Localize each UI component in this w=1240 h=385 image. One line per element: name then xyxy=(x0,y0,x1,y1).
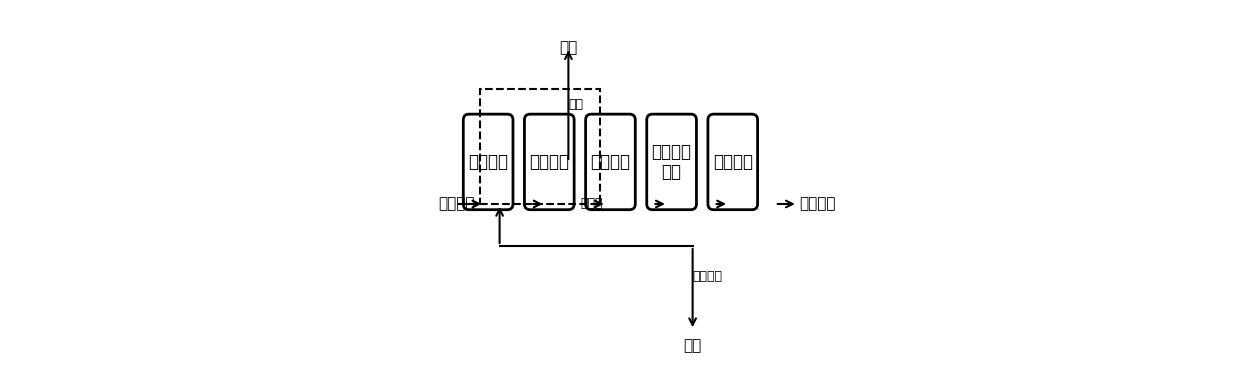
Bar xyxy=(480,89,600,204)
FancyBboxPatch shape xyxy=(464,114,513,210)
Text: 利用: 利用 xyxy=(683,338,702,353)
FancyBboxPatch shape xyxy=(525,114,574,210)
FancyBboxPatch shape xyxy=(647,114,697,210)
Text: 残渣: 残渣 xyxy=(559,40,578,55)
Text: 热解炭化: 热解炭化 xyxy=(529,153,569,171)
Text: 蒸汽或水: 蒸汽或水 xyxy=(693,270,723,283)
Text: 燃烧系统: 燃烧系统 xyxy=(590,153,630,171)
Text: 冷却: 冷却 xyxy=(568,98,583,111)
Text: 达标排放: 达标排放 xyxy=(800,196,836,211)
FancyBboxPatch shape xyxy=(708,114,758,210)
Text: 烟气余热
回收: 烟气余热 回收 xyxy=(651,142,692,181)
Text: 进料系统: 进料系统 xyxy=(469,153,508,171)
FancyBboxPatch shape xyxy=(585,114,635,210)
Text: 尾气处理: 尾气处理 xyxy=(713,153,753,171)
Text: 轧钢油泥: 轧钢油泥 xyxy=(439,196,475,211)
Text: 可燃气: 可燃气 xyxy=(580,198,603,211)
